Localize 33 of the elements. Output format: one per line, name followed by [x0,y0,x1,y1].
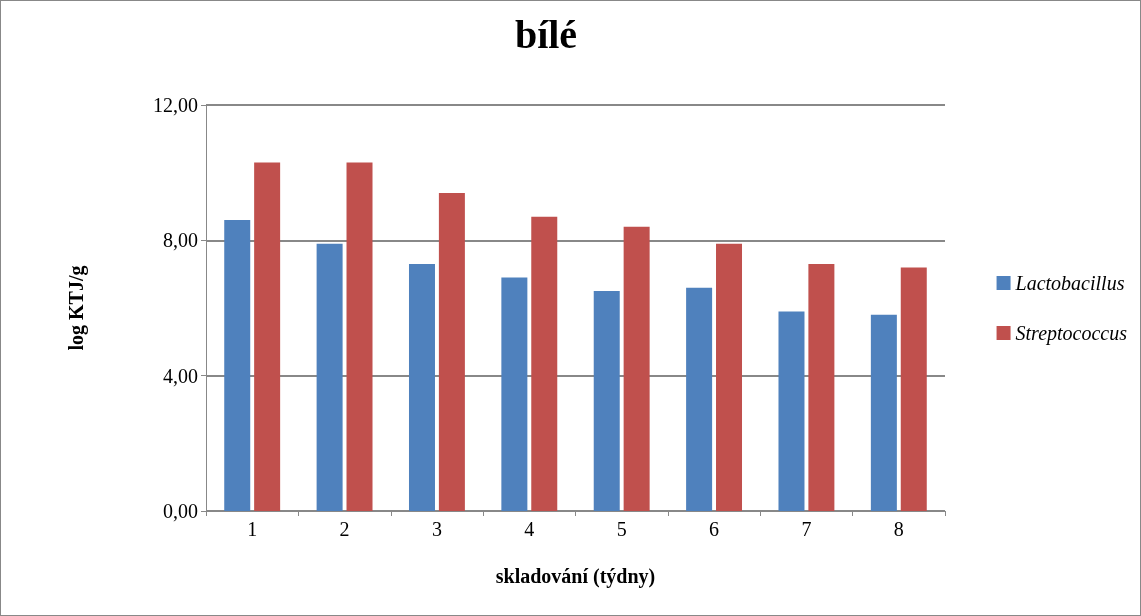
legend-label: Lactobacillus [1014,272,1125,294]
x-tick-label: 7 [801,518,812,540]
bar [531,216,558,511]
x-axis-title: skladování (týdny) [495,565,656,588]
y-tick-label: 8,00 [163,229,198,252]
bar [716,243,743,511]
bar [778,311,805,511]
x-tick-label: 1 [247,518,258,540]
y-tick-label: 12,00 [153,94,198,116]
bar [593,291,620,511]
x-tick-label: 8 [893,518,904,540]
y-axis-title: log KTJ/g [65,265,88,351]
bar [900,267,927,511]
x-tick-label: 3 [431,518,442,540]
legend-label: Streptococcus [1015,322,1128,345]
x-tick-label: 4 [524,518,535,540]
bar [224,220,251,511]
x-tick-label: 2 [339,518,350,540]
bar [316,243,343,511]
bar [254,162,281,511]
bar [438,192,465,511]
bar [408,264,435,511]
bar [870,314,897,511]
bar [623,226,650,511]
x-tick-label: 5 [616,518,627,540]
bar [686,287,713,511]
y-tick-label: 4,00 [163,364,198,387]
bar [808,264,835,511]
bar [501,277,528,511]
bar [346,162,373,511]
y-tick-label: 0,00 [163,500,198,522]
x-tick-label: 6 [709,518,720,540]
chart-title: bílé [514,11,578,57]
